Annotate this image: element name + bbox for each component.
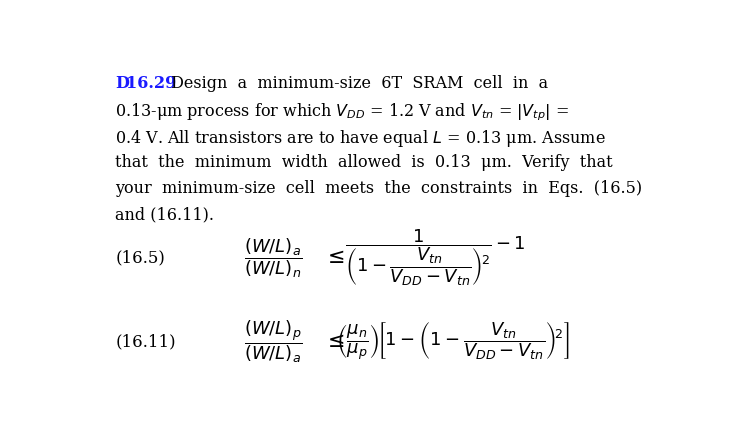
Text: $\left(\dfrac{\mu_n}{\mu_p}\right)\!\left[1 - \left(1 - \dfrac{V_{tn}}{V_{DD}-V_: $\left(\dfrac{\mu_n}{\mu_p}\right)\!\lef… <box>335 321 569 362</box>
Text: $\dfrac{(W/L)_p}{(W/L)_a}$: $\dfrac{(W/L)_p}{(W/L)_a}$ <box>244 318 302 365</box>
Text: 0.4 V. All transistors are to have equal $L$ = 0.13 μm. Assume: 0.4 V. All transistors are to have equal… <box>115 128 606 149</box>
Text: $\dfrac{1}{\left(1-\dfrac{V_{tn}}{V_{DD}-V_{tn}}\right)^{\!2}} - 1$: $\dfrac{1}{\left(1-\dfrac{V_{tn}}{V_{DD}… <box>344 228 525 288</box>
Text: $\leq$: $\leq$ <box>323 332 344 351</box>
Text: and (16.11).: and (16.11). <box>115 206 214 224</box>
Text: that  the  minimum  width  allowed  is  0.13  μm.  Verify  that: that the minimum width allowed is 0.13 μ… <box>115 154 613 171</box>
Text: Design  a  minimum-size  6T  SRAM  cell  in  a: Design a minimum-size 6T SRAM cell in a <box>167 75 548 92</box>
Text: (16.5): (16.5) <box>115 249 165 266</box>
Text: (16.11): (16.11) <box>115 333 176 350</box>
Text: your  minimum-size  cell  meets  the  constraints  in  Eqs.  (16.5): your minimum-size cell meets the constra… <box>115 180 642 198</box>
Text: $\dfrac{(W/L)_a}{(W/L)_n}$: $\dfrac{(W/L)_a}{(W/L)_n}$ <box>244 236 302 280</box>
Text: $\leq$: $\leq$ <box>323 249 344 267</box>
Text: 0.13-μm process for which $V_{DD}$ = 1.2 V and $V_{tn}$ = $|V_{tp}|$ =: 0.13-μm process for which $V_{DD}$ = 1.2… <box>115 101 569 123</box>
Text: D: D <box>115 75 129 92</box>
Text: 16.29: 16.29 <box>125 75 176 92</box>
